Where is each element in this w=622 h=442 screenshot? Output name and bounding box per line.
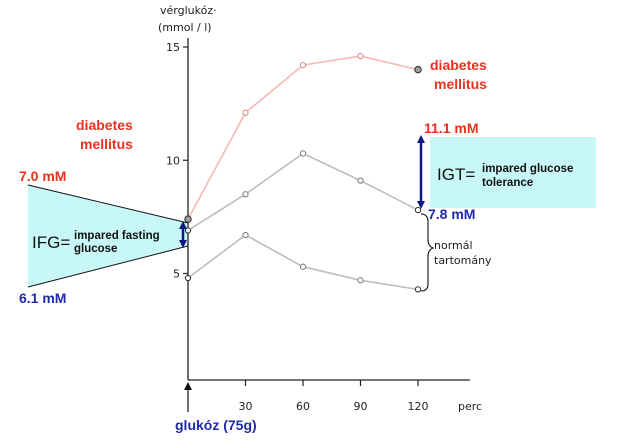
data-point — [184, 215, 192, 223]
ifg-upper-threshold: 7.0 mM — [19, 168, 66, 184]
x-axis-title: perc — [458, 400, 482, 413]
igt-small-label-1: impared glucose — [482, 163, 573, 175]
series-line — [187, 234, 419, 291]
data-point — [299, 61, 307, 69]
igt-box — [430, 137, 596, 208]
data-point — [414, 206, 422, 214]
x-ticks: 30 60 90 120 — [239, 380, 429, 413]
ifg-wedge-top-edge — [27, 184, 189, 224]
y-tick-label: 5 — [173, 268, 180, 281]
y-ticks: 15 10 5 — [166, 41, 188, 281]
series-line — [187, 55, 419, 220]
ifg-lower-threshold: 6.1 mM — [19, 290, 66, 306]
igt-lower-threshold: 7.8 mM — [428, 206, 475, 222]
igt-small-label-2: tolerance — [482, 177, 533, 189]
data-point — [299, 263, 307, 270]
igt-big-label: IGT= — [437, 165, 475, 184]
data-point — [414, 65, 422, 74]
data-point — [357, 277, 364, 284]
ifg-small-label-1: impared fasting — [74, 230, 160, 242]
dm-left-label-1: diabetes — [76, 117, 133, 133]
data-point — [299, 150, 307, 157]
dm-left-label-2: mellitus — [80, 136, 133, 152]
series-markers — [184, 52, 422, 293]
ifg-small-label-2: glucose — [74, 243, 117, 255]
data-point — [184, 274, 192, 282]
normal-range-bracket — [420, 213, 435, 292]
ifg-big-label: IFG= — [32, 233, 70, 252]
series-line — [187, 152, 419, 232]
igt-upper-threshold: 11.1 mM — [424, 120, 478, 136]
data-point — [357, 177, 364, 184]
ifg-wedge-bottom-edge — [27, 245, 189, 288]
ifg-wedge — [28, 185, 188, 287]
data-point — [414, 286, 422, 293]
y-tick-label: 10 — [166, 154, 180, 167]
y-tick-label: 15 — [166, 41, 180, 54]
normal-range-label-2: tartomány — [434, 254, 492, 267]
data-point — [184, 227, 192, 234]
x-tick-label: 120 — [408, 400, 429, 413]
data-point — [242, 191, 249, 198]
y-axis-title-line-1: vérglukóz· — [160, 4, 217, 17]
series-lines — [187, 55, 419, 291]
y-axis-title-line-2: (mmol / l) — [158, 21, 212, 34]
dm-right-label-2: mellitus — [434, 76, 487, 92]
x-tick-label: 90 — [354, 400, 368, 413]
dm-right-label-1: diabetes — [430, 57, 487, 73]
data-point — [357, 52, 364, 60]
normal-range-label-1: normál — [434, 239, 473, 252]
data-point — [242, 109, 249, 116]
data-point — [242, 231, 249, 239]
glucose-dose-label: glukóz (75g) — [175, 417, 257, 433]
x-tick-label: 60 — [296, 400, 310, 413]
x-tick-label: 30 — [239, 400, 253, 413]
